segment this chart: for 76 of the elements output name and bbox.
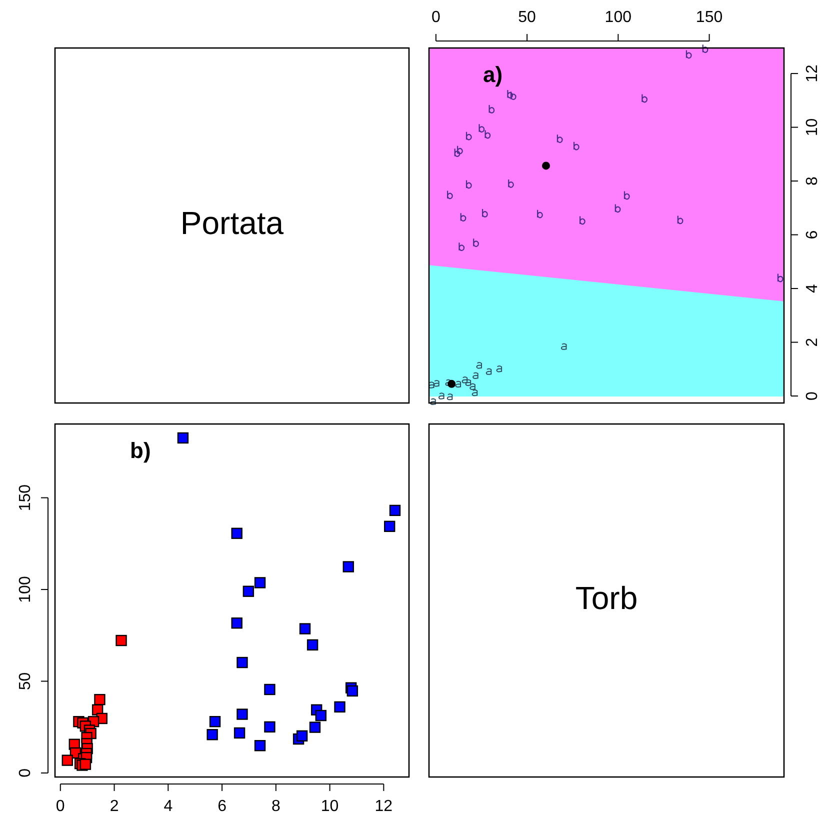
point [94, 694, 106, 706]
point [460, 212, 466, 222]
text: a) [483, 62, 503, 87]
y-tick-label: 150 [17, 484, 34, 512]
point [556, 134, 563, 143]
point [389, 504, 401, 516]
x-tick-label: 0 [431, 9, 440, 26]
point [510, 91, 516, 100]
point [465, 379, 472, 386]
y-tick-label: 100 [17, 576, 34, 603]
point [486, 368, 492, 376]
point [478, 124, 485, 132]
point [254, 577, 266, 588]
point [236, 708, 248, 720]
point [614, 204, 621, 212]
point [116, 634, 127, 646]
y-tick-label: 10 [804, 118, 822, 136]
point [334, 701, 346, 713]
point [476, 362, 482, 369]
y-tick-label: 50 [17, 672, 34, 690]
point [80, 758, 92, 770]
point [306, 639, 318, 650]
x-tick-label: 4 [164, 798, 173, 816]
x-tick-label: 100 [604, 9, 632, 26]
y-tick-label: 12 [804, 64, 822, 82]
point [542, 162, 550, 170]
x-tick-label: 50 [518, 9, 536, 26]
y-tick-label: 4 [804, 284, 822, 293]
point [686, 50, 692, 58]
point [446, 394, 453, 400]
point [315, 710, 327, 722]
point [234, 727, 246, 739]
point [296, 730, 308, 742]
point [455, 380, 462, 388]
point [264, 684, 276, 696]
x-tick-label: 0 [56, 798, 65, 816]
x-tick-label: 150 [696, 9, 723, 26]
point [264, 721, 276, 733]
point [702, 44, 708, 53]
x-tick-label: 2 [110, 798, 119, 816]
point [254, 740, 266, 752]
point [206, 729, 218, 740]
point [430, 398, 436, 406]
y-tick-label: 0 [17, 768, 34, 778]
point [231, 617, 242, 629]
point [242, 586, 254, 597]
point [434, 380, 440, 387]
point [177, 432, 189, 444]
y-tick-label: 0 [804, 391, 822, 400]
y-tick-label: 6 [804, 230, 822, 240]
point [209, 716, 221, 728]
text: Torb [575, 580, 638, 616]
y-tick-label: 8 [804, 176, 822, 186]
x-tick-label: 8 [271, 798, 280, 816]
point [62, 754, 73, 766]
point [342, 561, 354, 572]
text: b) [130, 438, 151, 463]
x-tick-label: 12 [374, 798, 393, 816]
point [384, 520, 396, 532]
point [458, 242, 465, 251]
point [472, 372, 478, 380]
point [496, 366, 502, 372]
x-tick-label: 10 [320, 798, 339, 816]
point [438, 392, 444, 400]
point [231, 528, 242, 539]
point [309, 722, 321, 733]
point [346, 685, 358, 697]
y-tick-label: 2 [804, 338, 822, 347]
text: Portata [180, 204, 284, 241]
x-tick-label: 6 [218, 798, 227, 816]
point [560, 343, 567, 350]
point [448, 380, 456, 388]
point [299, 623, 311, 634]
point [236, 656, 248, 668]
point [454, 148, 460, 157]
point [462, 376, 468, 384]
